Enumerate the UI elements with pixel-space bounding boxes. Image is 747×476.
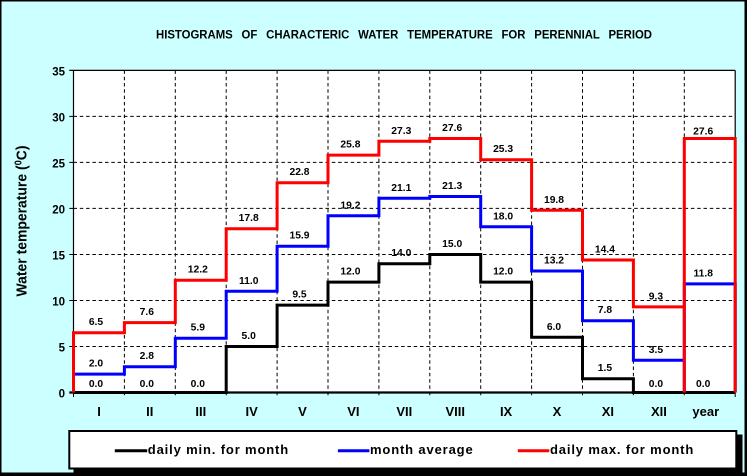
svg-text:daily min. for month: daily min. for month	[148, 442, 289, 457]
svg-text:0.0: 0.0	[140, 379, 155, 390]
svg-text:27.3: 27.3	[391, 126, 411, 137]
svg-text:0.0: 0.0	[649, 379, 664, 390]
svg-text:5.0: 5.0	[242, 331, 257, 342]
svg-text:X: X	[553, 404, 562, 419]
svg-text:25.8: 25.8	[340, 140, 360, 151]
svg-text:XI: XI	[602, 404, 614, 419]
svg-text:9.3: 9.3	[649, 291, 664, 302]
svg-text:0: 0	[59, 389, 65, 401]
svg-text:9.5: 9.5	[292, 290, 307, 301]
svg-text:15.9: 15.9	[289, 231, 309, 242]
svg-text:2.0: 2.0	[89, 359, 104, 370]
svg-text:12.0: 12.0	[340, 267, 360, 278]
svg-text:VI: VI	[347, 404, 359, 419]
svg-text:17.8: 17.8	[239, 213, 259, 224]
svg-text:daily max. for month: daily max. for month	[550, 442, 694, 457]
svg-text:6.5: 6.5	[89, 317, 104, 328]
svg-text:III: III	[195, 404, 206, 419]
svg-text:14.4: 14.4	[595, 245, 615, 256]
svg-text:7.8: 7.8	[598, 305, 613, 316]
svg-text:VII: VII	[396, 404, 412, 419]
svg-text:5: 5	[59, 343, 66, 355]
svg-text:27.6: 27.6	[442, 123, 462, 134]
svg-text:10: 10	[52, 297, 65, 309]
svg-text:25.3: 25.3	[493, 144, 513, 155]
svg-text:19.8: 19.8	[544, 195, 564, 206]
svg-text:HISTOGRAMS OF CHARACTERIC WATE: HISTOGRAMS OF CHARACTERIC WATER TEMPERAT…	[156, 28, 652, 42]
svg-text:12.0: 12.0	[493, 267, 513, 278]
svg-text:Water temperature (0C): Water temperature (0C)	[14, 145, 31, 296]
svg-text:I: I	[97, 404, 101, 419]
svg-text:18.0: 18.0	[493, 211, 513, 222]
svg-text:IX: IX	[500, 404, 513, 419]
svg-text:IV: IV	[246, 404, 259, 419]
svg-text:35: 35	[52, 66, 65, 78]
svg-text:12.2: 12.2	[188, 265, 208, 276]
svg-text:21.1: 21.1	[391, 183, 411, 194]
svg-text:25: 25	[52, 158, 65, 170]
svg-text:VIII: VIII	[445, 404, 465, 419]
svg-text:II: II	[146, 404, 153, 419]
svg-text:2.8: 2.8	[140, 351, 155, 362]
svg-text:V: V	[298, 404, 307, 419]
svg-text:1.5: 1.5	[598, 363, 613, 374]
svg-text:13.2: 13.2	[544, 256, 564, 267]
svg-text:27.6: 27.6	[693, 126, 713, 137]
svg-text:20: 20	[52, 204, 65, 216]
svg-text:3.5: 3.5	[649, 345, 664, 356]
svg-text:0.0: 0.0	[696, 379, 711, 390]
svg-text:11.0: 11.0	[239, 276, 259, 287]
svg-text:15: 15	[52, 251, 65, 263]
svg-text:6.0: 6.0	[547, 322, 562, 333]
svg-text:14.0: 14.0	[391, 248, 411, 259]
svg-text:15.0: 15.0	[442, 239, 462, 250]
svg-text:21.3: 21.3	[442, 181, 462, 192]
svg-text:0.0: 0.0	[191, 379, 206, 390]
svg-text:XII: XII	[651, 404, 667, 419]
svg-text:5.9: 5.9	[191, 323, 206, 334]
svg-text:19.2: 19.2	[340, 200, 360, 211]
svg-text:30: 30	[52, 112, 65, 124]
svg-text:0.0: 0.0	[89, 379, 104, 390]
svg-text:year: year	[692, 404, 719, 419]
svg-text:7.6: 7.6	[140, 307, 155, 318]
svg-text:month average: month average	[370, 442, 474, 457]
svg-text:22.8: 22.8	[289, 167, 309, 178]
svg-text:11.8: 11.8	[693, 268, 713, 279]
